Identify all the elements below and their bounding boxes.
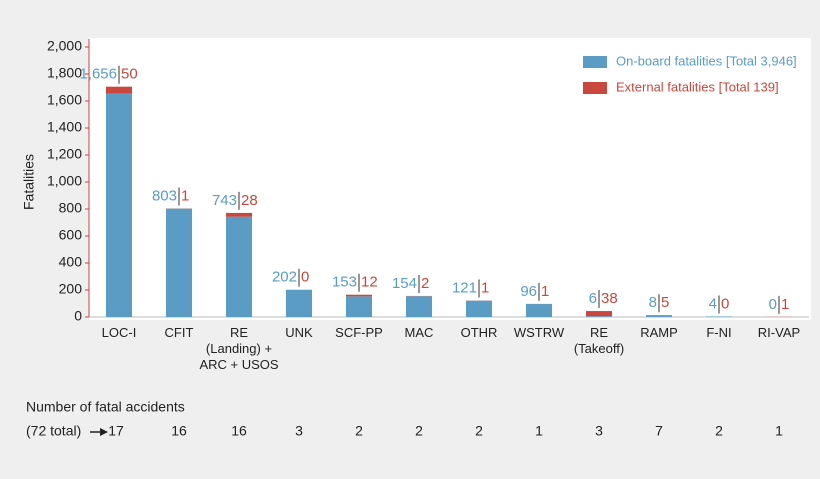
legend-label: On-board fatalities [Total 3,946] bbox=[616, 53, 797, 68]
bar-segment bbox=[526, 304, 552, 317]
bar-segment bbox=[646, 315, 672, 317]
legend-swatch bbox=[583, 82, 607, 94]
value-label: 4 bbox=[709, 295, 717, 312]
value-label: 803 bbox=[152, 187, 177, 204]
value-label: 12 bbox=[361, 274, 378, 291]
x-tick-label: RE (Landing) + ARC + USOS bbox=[199, 325, 279, 372]
value-label: 38 bbox=[601, 290, 618, 307]
accident-count: 1 bbox=[535, 423, 543, 439]
value-label: 153 bbox=[332, 274, 357, 291]
accident-count: 3 bbox=[595, 423, 603, 439]
x-tick-label: MAC bbox=[404, 325, 434, 340]
x-tick-label: RE (Takeoff) bbox=[573, 325, 625, 356]
y-tick-label: 1,400 bbox=[47, 119, 82, 135]
y-tick-label: 1,000 bbox=[47, 173, 82, 189]
accidents-title: Number of fatal accidents bbox=[26, 399, 185, 415]
bar-segment bbox=[466, 300, 492, 317]
accident-count: 16 bbox=[171, 423, 187, 439]
x-tick-label: UNK bbox=[285, 325, 313, 340]
value-label: 28 bbox=[241, 192, 258, 209]
bar-segment bbox=[646, 315, 672, 316]
x-tick-label: SCF-PP bbox=[335, 325, 383, 340]
y-tick-label: 400 bbox=[59, 254, 83, 270]
value-label: 121 bbox=[452, 279, 477, 296]
x-tick-label: F-NI bbox=[706, 325, 732, 340]
y-tick-label: 1,800 bbox=[47, 65, 82, 81]
legend-swatch bbox=[583, 56, 607, 68]
accident-count: 2 bbox=[715, 423, 723, 439]
accident-count: 17 bbox=[108, 423, 124, 439]
y-tick-label: 200 bbox=[59, 281, 83, 297]
y-tick-label: 1,200 bbox=[47, 146, 82, 162]
bar-segment bbox=[346, 294, 372, 297]
bar-segment bbox=[586, 311, 612, 317]
value-label: 8 bbox=[649, 294, 657, 311]
legend-label: External fatalities [Total 139] bbox=[616, 79, 779, 94]
value-label: 1 bbox=[541, 283, 549, 300]
y-tick-label: 800 bbox=[59, 200, 83, 216]
value-label: 202 bbox=[272, 269, 297, 286]
y-tick-label: 1,600 bbox=[47, 92, 82, 108]
value-label: 1,656 bbox=[79, 66, 117, 83]
x-tick-label: WSTRW bbox=[513, 325, 565, 340]
accident-count: 3 bbox=[295, 423, 303, 439]
y-tick-label: 0 bbox=[74, 308, 82, 324]
accident-count: 2 bbox=[475, 423, 483, 439]
arrow-head bbox=[100, 428, 108, 436]
y-tick-label: 2,000 bbox=[47, 38, 82, 54]
x-tick-label: LOC-I bbox=[101, 325, 137, 340]
x-tick-label: RI-VAP bbox=[757, 325, 801, 340]
value-label: 1 bbox=[181, 187, 189, 204]
value-label: 0 bbox=[769, 296, 777, 313]
accident-count: 1 bbox=[775, 423, 783, 439]
bar-segment bbox=[586, 316, 612, 317]
value-label: 743 bbox=[212, 192, 237, 209]
y-tick-label: 600 bbox=[59, 227, 83, 243]
accident-count: 7 bbox=[655, 423, 663, 439]
value-label: 6 bbox=[589, 290, 597, 307]
value-label: 0 bbox=[721, 295, 729, 312]
value-label: 2 bbox=[421, 275, 429, 292]
accident-count: 2 bbox=[355, 423, 363, 439]
x-tick-label: OTHR bbox=[460, 325, 498, 340]
value-label: 50 bbox=[121, 66, 138, 83]
bar-segment bbox=[286, 289, 312, 317]
bar-segment bbox=[226, 216, 252, 317]
plot-area bbox=[89, 38, 811, 320]
value-label: 1 bbox=[481, 279, 489, 296]
value-label: 154 bbox=[392, 275, 417, 292]
bar-segment bbox=[346, 296, 372, 317]
bar-segment bbox=[226, 212, 252, 217]
value-label: 5 bbox=[661, 294, 669, 311]
x-tick-label: RAMP bbox=[640, 325, 678, 340]
value-label: 0 bbox=[301, 269, 309, 286]
y-axis-label: Fatalities bbox=[21, 154, 37, 210]
accident-count: 16 bbox=[231, 423, 247, 439]
bar-segment bbox=[166, 208, 192, 317]
value-label: 96 bbox=[520, 283, 537, 300]
bar-segment bbox=[106, 93, 132, 317]
x-tick-label: CFIT bbox=[164, 325, 194, 340]
bar-segment bbox=[706, 316, 732, 317]
accidents-total: (72 total) bbox=[26, 423, 81, 439]
value-label: 1 bbox=[781, 296, 789, 313]
bar-segment bbox=[406, 296, 432, 317]
accident-count: 2 bbox=[415, 423, 423, 439]
bar-segment bbox=[106, 86, 132, 94]
